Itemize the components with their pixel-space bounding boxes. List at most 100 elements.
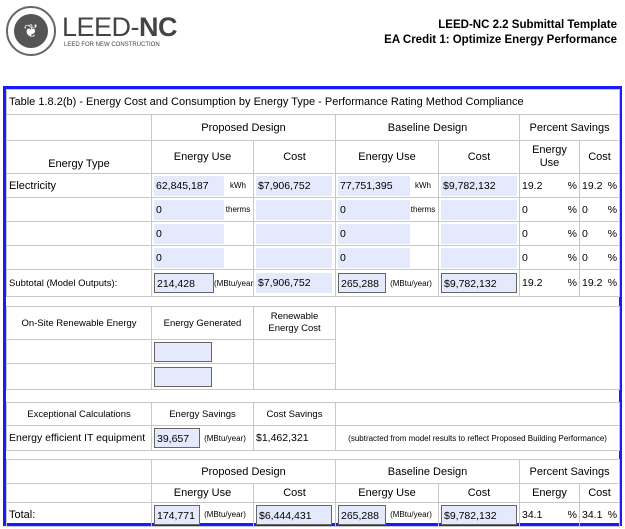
baseline-energy-use-input[interactable]: 0	[338, 199, 410, 220]
unit-label: therms	[410, 205, 436, 214]
unit-label: kWh	[415, 181, 431, 190]
proposed-cost-input[interactable]	[256, 199, 332, 220]
proposed-design-header: Proposed Design	[151, 114, 336, 141]
percent-sign: %	[567, 203, 577, 216]
percent-sign: %	[607, 508, 618, 521]
total-label: Total:	[6, 502, 152, 527]
total-proposed-header: Proposed Design	[151, 459, 336, 484]
total-baseline-cost[interactable]: $9,782,132	[441, 504, 517, 525]
energy-type	[6, 197, 152, 222]
total-proposed-use-header: Energy Use	[151, 483, 254, 503]
percent-sign: %	[567, 508, 577, 521]
unit-label: (MBtu/year)	[214, 278, 254, 288]
total-baseline-use[interactable]: 265,288	[338, 504, 386, 525]
logo-subtitle: LEED FOR NEW CONSTRUCTION	[64, 42, 160, 48]
percent-sign: %	[607, 203, 618, 216]
energy-type: Electricity	[6, 173, 152, 198]
unit-label: (MBtu/year)	[390, 510, 432, 519]
baseline-cost-header: Cost	[438, 140, 520, 174]
proposed-energy-use-input[interactable]: 0	[154, 247, 224, 268]
energy-type-row: 0 0 0% 0%	[6, 245, 621, 270]
subtotal-proposed-cost[interactable]: $7,906,752	[256, 273, 332, 293]
savings-cost-value: 0	[582, 227, 588, 240]
percent-savings-header: Percent Savings	[518, 114, 621, 141]
exceptional-label: Exceptional Calculations	[6, 402, 152, 426]
energy-type-row: 0 therms 0 therms 0% 0%	[6, 197, 621, 222]
energy-cost-table: Table 1.8.2(b) - Energy Cost and Consump…	[5, 89, 621, 527]
savings-energy-value: 0	[522, 251, 528, 264]
percent-sign: %	[607, 251, 618, 264]
savings-cost-header: Cost	[578, 140, 621, 174]
energy-generated-header: Energy Generated	[151, 306, 254, 340]
usgbc-seal-logo: ❦	[6, 6, 56, 56]
savings-cost-value: 0	[582, 203, 588, 216]
subtotal-baseline-use[interactable]: 265,288	[338, 273, 386, 293]
baseline-cost-input[interactable]	[441, 223, 517, 244]
total-savings-header: Percent Savings	[518, 459, 621, 484]
unit-label: kWh	[230, 181, 246, 190]
total-proposed-cost[interactable]: $6,444,431	[256, 504, 332, 525]
total-baseline-header: Baseline Design	[335, 459, 520, 484]
subtotal-baseline-cost[interactable]: $9,782,132	[441, 273, 517, 293]
proposed-energy-use-input[interactable]: 62,845,187	[154, 175, 224, 196]
total-savings-cost: 34.1	[582, 508, 603, 521]
percent-sign: %	[567, 251, 577, 264]
baseline-cost-input[interactable]	[441, 199, 517, 220]
savings-cost-value: 19.2	[582, 179, 603, 192]
unit-label: (MBtu/year)	[204, 433, 246, 443]
percent-sign: %	[567, 277, 577, 289]
savings-energy-use-header: Energy Use	[519, 140, 580, 174]
document-header: LEED-NC 2.2 Submittal Template EA Credit…	[384, 18, 617, 48]
proposed-cost-input[interactable]	[256, 247, 332, 268]
percent-sign: %	[607, 179, 618, 192]
renewable-label: On-Site Renewable Energy	[6, 306, 152, 340]
energy-type	[6, 245, 152, 270]
exceptional-note: (subtracted from model results to reflec…	[334, 425, 621, 451]
total-proposed-cost-header: Cost	[253, 483, 336, 503]
subtotal-proposed-use[interactable]: 214,428	[154, 273, 214, 293]
unit-label: therms	[225, 205, 251, 214]
energy-table-frame: Table 1.8.2(b) - Energy Cost and Consump…	[3, 86, 622, 527]
total-baseline-cost-header: Cost	[438, 483, 520, 503]
subtotal-savings-cost: 19.2	[582, 277, 603, 289]
energy-savings-header: Energy Savings	[151, 402, 254, 426]
savings-energy-value: 0	[522, 203, 528, 216]
energy-type	[6, 221, 152, 246]
baseline-cost-input[interactable]: $9,782,132	[441, 175, 517, 196]
proposed-energy-use-input[interactable]: 0	[154, 223, 224, 244]
proposed-cost-header: Cost	[253, 140, 336, 174]
baseline-energy-use-input[interactable]: 0	[338, 223, 410, 244]
proposed-cost-input[interactable]	[256, 223, 332, 244]
exceptional-energy-savings[interactable]: 39,657	[154, 428, 200, 448]
subtotal-savings-use: 19.2	[522, 277, 543, 289]
renewable-generated-input-2[interactable]	[154, 366, 212, 387]
baseline-energy-use-input[interactable]: 0	[338, 247, 410, 268]
savings-energy-value: 0	[522, 227, 528, 240]
percent-sign: %	[607, 277, 618, 289]
baseline-energy-use-input[interactable]: 77,751,395	[338, 175, 410, 196]
proposed-cost-input[interactable]: $7,906,752	[256, 175, 332, 196]
baseline-cost-input[interactable]	[441, 247, 517, 268]
proposed-energy-use-input[interactable]: 0	[154, 199, 224, 220]
percent-sign: %	[607, 227, 618, 240]
unit-label: (MBtu/year)	[390, 278, 432, 288]
total-savings-energy: 34.1	[522, 508, 543, 521]
exceptional-cost-savings: $1,462,321	[253, 425, 336, 451]
energy-type-header: Energy Type	[6, 140, 152, 174]
renewable-cost-header: Renewable Energy Cost	[253, 306, 336, 340]
credit-title: EA Credit 1: Optimize Energy Performance	[384, 34, 617, 46]
savings-energy-value: 19.2	[522, 179, 543, 192]
total-baseline-use-header: Energy Use	[335, 483, 439, 503]
percent-sign: %	[567, 179, 577, 192]
total-savings-cost-header: Cost	[578, 483, 621, 503]
energy-type-row: Electricity 62,845,187 kWh $7,906,752 77,…	[6, 173, 621, 198]
table-title: Table 1.8.2(b) - Energy Cost and Consump…	[5, 89, 621, 115]
total-savings-energy-header: Energy	[519, 483, 580, 503]
leed-nc-logo: LEED-NC	[62, 12, 178, 42]
renewable-generated-input-1[interactable]	[154, 341, 212, 362]
percent-sign: %	[567, 227, 577, 240]
unit-label: (MBtu/year)	[204, 510, 246, 519]
savings-cost-value: 0	[582, 251, 588, 264]
energy-type-row: 0 0 0% 0%	[6, 221, 621, 246]
total-proposed-use[interactable]: 174,771	[154, 504, 200, 525]
